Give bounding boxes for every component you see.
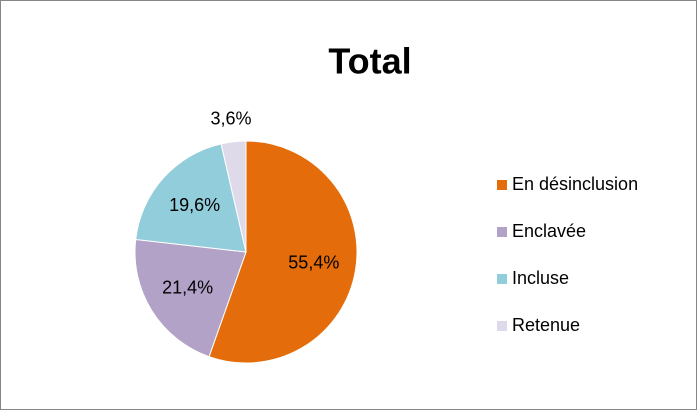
legend-swatch <box>497 321 507 331</box>
data-label: 21,4% <box>162 277 213 297</box>
chart-title: Total <box>328 41 411 82</box>
pie-slice <box>220 140 247 253</box>
legend-swatch <box>497 227 507 237</box>
legend-label: En désinclusion <box>512 174 638 194</box>
legend-label: Retenue <box>512 315 580 335</box>
legend-swatch <box>497 180 507 190</box>
pie-slice <box>134 238 247 358</box>
legend-label: Incluse <box>512 268 569 288</box>
data-label: 55,4% <box>288 252 339 272</box>
pie-slice <box>135 143 247 253</box>
legend-label: Enclavée <box>512 221 586 241</box>
data-label: 3,6% <box>210 108 251 128</box>
data-label: 19,6% <box>169 195 220 215</box>
legend-swatch <box>497 274 507 284</box>
